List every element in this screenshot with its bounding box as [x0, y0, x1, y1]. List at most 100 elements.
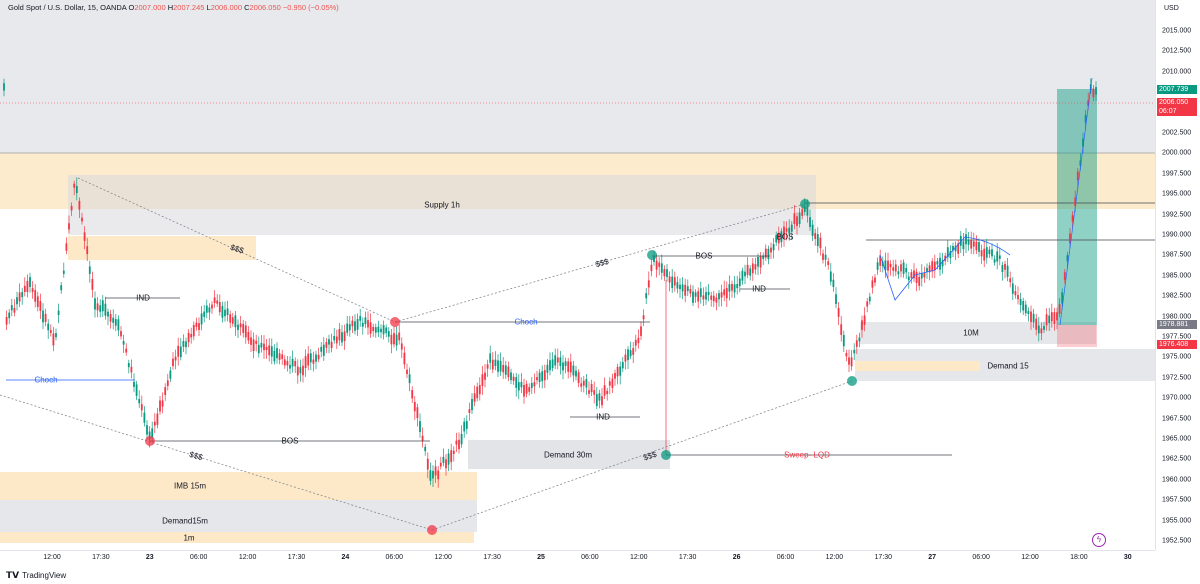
candle-body: [489, 353, 492, 363]
bos-left-label: BOS: [281, 436, 299, 446]
candle-body: [736, 284, 739, 289]
candle-body: [580, 383, 583, 387]
price-tick: 2002.500: [1162, 129, 1192, 137]
candle-body: [915, 271, 918, 283]
candle-body: [541, 371, 544, 382]
candle-body: [681, 284, 684, 292]
price-tick: 1960.000: [1162, 476, 1192, 484]
candle-body: [608, 381, 611, 386]
candle-body: [260, 342, 263, 348]
ind-mid-label: IND: [596, 412, 610, 422]
candle-body: [1014, 291, 1017, 296]
candle-body: [832, 279, 835, 287]
candle-body: [242, 323, 245, 333]
candle-body: [23, 285, 26, 292]
candle-body: [226, 308, 229, 315]
candle-body: [655, 260, 658, 270]
candle-body: [562, 362, 564, 371]
candle-body: [783, 226, 785, 239]
candle-body: [408, 374, 411, 384]
candle-body: [198, 323, 200, 330]
candle-body: [1040, 328, 1043, 334]
tradingview-brand[interactable]: 𝗧𝗩 TradingView: [6, 570, 66, 581]
candle-body: [647, 280, 650, 288]
price-tick: 1990.000: [1162, 231, 1192, 239]
candle-body: [874, 277, 876, 283]
candle-body: [858, 337, 861, 342]
candle-body: [1035, 318, 1038, 330]
candle-body: [907, 276, 910, 281]
price-tick: 1955.000: [1162, 517, 1192, 525]
candle-body: [52, 333, 55, 346]
candle-body: [91, 278, 94, 290]
time-tick: 17:30: [678, 554, 697, 561]
time-axis[interactable]: 12:00 17:30 23 06:00 12:00 17:30 24 06:00 12:00 1…: [0, 550, 1155, 568]
candle-body: [213, 297, 216, 303]
candle-body: [16, 297, 18, 305]
candle-body: [395, 334, 398, 346]
candle-body: [861, 320, 863, 330]
chart-area[interactable]: Gold Spot / U.S. Dollar, 15, OANDA O2007…: [0, 0, 1155, 550]
candle-body: [387, 331, 390, 337]
candle-body: [1074, 197, 1077, 206]
candle-body: [120, 331, 122, 337]
time-tick: 06:00: [776, 554, 795, 561]
open-key: O: [128, 3, 135, 12]
candle-body: [400, 343, 403, 350]
price-tick: 1997.500: [1162, 170, 1192, 178]
currency-label[interactable]: USD: [1164, 5, 1179, 12]
time-tick: 12:00: [1021, 554, 1039, 561]
liquidity-trendline: [0, 394, 433, 531]
candle-body: [445, 459, 447, 469]
candle-body: [200, 313, 203, 325]
candle-body: [824, 254, 827, 260]
candle-body: [244, 325, 247, 338]
demand-15m-label: Demand15m: [162, 516, 208, 526]
candle-body: [164, 387, 167, 395]
candle-body: [307, 353, 310, 366]
candle-body: [393, 333, 395, 345]
candle-body: [78, 200, 81, 210]
candle-body: [250, 337, 252, 345]
bar-countdown-tag: 06:07: [1157, 107, 1197, 116]
symbol-title[interactable]: Gold Spot / U.S. Dollar, 15, OANDA: [8, 3, 127, 12]
chart-canvas[interactable]: [0, 0, 1155, 550]
candle-body: [525, 383, 528, 394]
candle-body: [333, 336, 336, 341]
candle-body: [767, 248, 770, 260]
candle-body: [406, 369, 408, 375]
candle-body: [229, 314, 232, 323]
candle-body: [224, 309, 226, 317]
price-tick: 1987.500: [1162, 251, 1192, 259]
candle-body: [933, 261, 936, 271]
candle-body: [931, 261, 934, 272]
candle-body: [26, 281, 29, 293]
price-tick: 2012.500: [1162, 47, 1192, 55]
candle-body: [926, 268, 928, 272]
candle-body: [192, 324, 195, 337]
candle-body: [463, 421, 466, 432]
candle-body: [814, 233, 817, 239]
time-tick: 12:00: [434, 554, 452, 561]
candle-body: [1079, 160, 1082, 166]
projection-line: [1059, 77, 1093, 326]
candle-body: [816, 234, 819, 246]
candle-body: [315, 354, 317, 362]
candle-body: [975, 241, 978, 251]
candle-body: [978, 242, 980, 252]
high-key: H: [167, 3, 174, 12]
pattern-path: [879, 236, 1011, 301]
candle-body: [148, 431, 151, 440]
candle-body: [385, 327, 388, 333]
candle-body: [510, 372, 512, 381]
lightning-icon[interactable]: ϟ: [1092, 533, 1106, 547]
candle-body: [868, 296, 871, 302]
candle-body: [338, 329, 341, 341]
swing-marker: [145, 436, 155, 446]
candle-body: [564, 361, 567, 367]
candle-body: [887, 260, 889, 271]
candle-body: [109, 314, 112, 322]
price-axis[interactable]: USD 2015.0002012.5002010.0002007.5002005…: [1155, 0, 1200, 550]
candle-body: [962, 241, 965, 250]
candle-body: [983, 248, 986, 261]
